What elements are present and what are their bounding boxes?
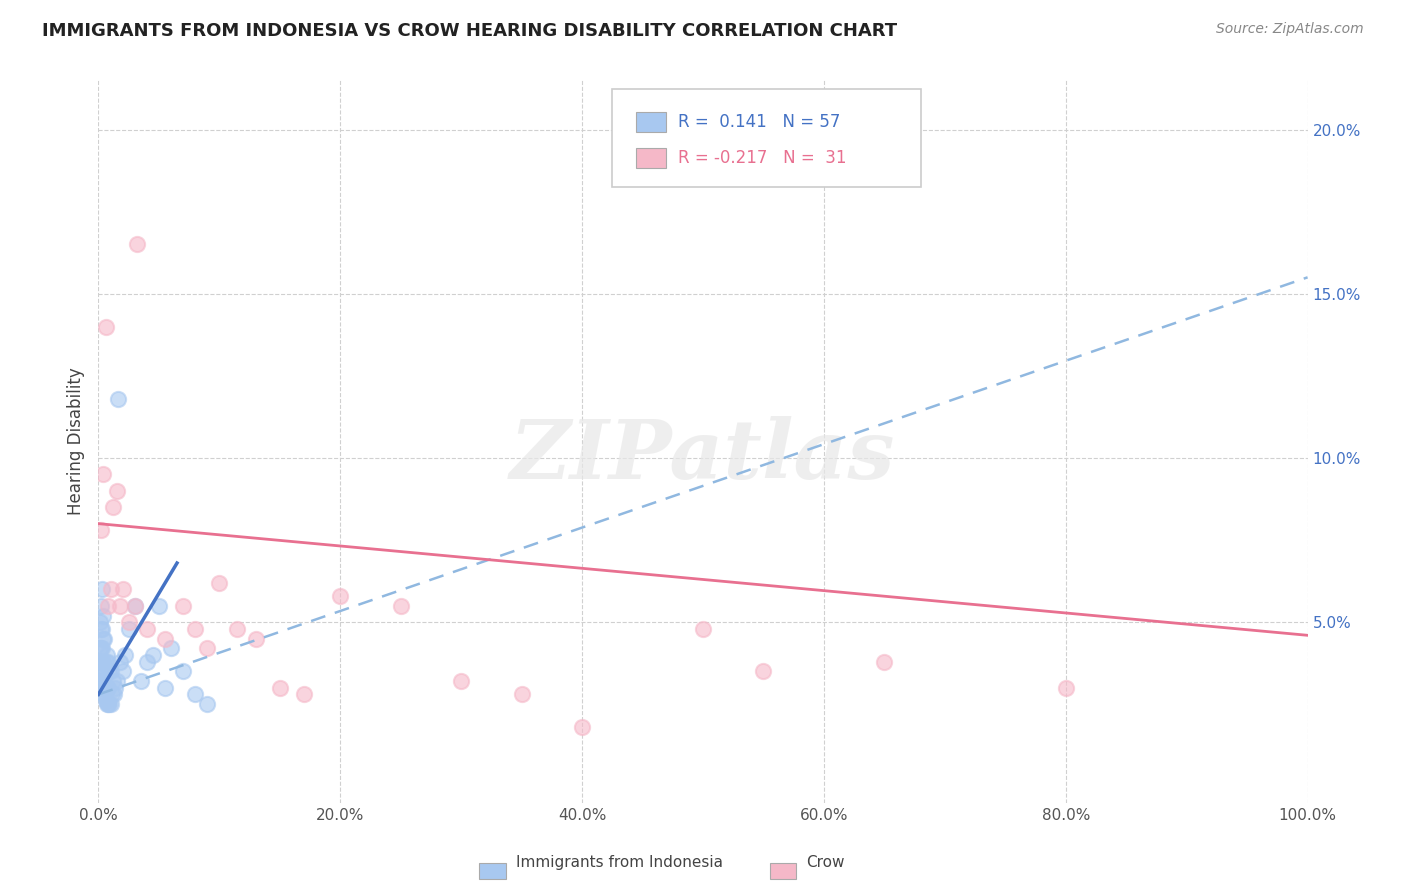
Point: [184, 687, 207, 701]
Point: [118, 622, 141, 636]
Point: [105, 674, 128, 689]
Point: [100, 698, 122, 712]
Point: [118, 615, 141, 630]
Point: [91, 467, 114, 482]
Point: [90, 655, 112, 669]
Point: [90, 641, 112, 656]
Point: [129, 674, 152, 689]
Point: [97, 599, 120, 613]
Point: [91, 622, 114, 636]
Text: ZIPatlas: ZIPatlas: [510, 416, 896, 496]
Point: [245, 632, 267, 646]
Point: [172, 665, 194, 679]
Point: [91, 608, 114, 623]
Point: [97, 681, 120, 695]
Point: [101, 500, 124, 515]
Point: [90, 599, 112, 613]
Point: [100, 687, 122, 701]
Point: [100, 665, 122, 679]
Point: [96, 698, 118, 712]
Point: [135, 622, 157, 636]
Text: Source: ZipAtlas.com: Source: ZipAtlas.com: [1216, 22, 1364, 37]
Point: [111, 582, 134, 597]
Point: [114, 648, 136, 662]
Point: [89, 665, 111, 679]
Point: [91, 582, 114, 597]
Point: [89, 641, 111, 656]
Point: [93, 687, 115, 701]
Point: [108, 655, 131, 669]
Point: [184, 622, 207, 636]
Point: [91, 671, 114, 685]
Point: [90, 674, 112, 689]
Y-axis label: Hearing Disability: Hearing Disability: [66, 368, 84, 516]
Point: [195, 641, 218, 656]
Point: [124, 599, 146, 613]
Point: [93, 674, 115, 689]
Point: [103, 687, 125, 701]
Text: Crow: Crow: [806, 855, 844, 871]
Point: [91, 687, 114, 701]
Point: [91, 632, 114, 646]
Point: [329, 589, 352, 603]
Point: [389, 599, 412, 613]
Point: [100, 582, 122, 597]
Point: [153, 632, 176, 646]
Point: [148, 599, 170, 613]
Point: [269, 681, 291, 695]
Point: [124, 599, 146, 613]
Point: [153, 681, 176, 695]
Point: [93, 632, 115, 646]
Point: [96, 681, 118, 695]
Point: [91, 681, 114, 695]
Text: R =  0.141   N = 57: R = 0.141 N = 57: [678, 113, 839, 131]
Point: [91, 641, 114, 656]
Point: [97, 698, 120, 712]
Point: [94, 319, 117, 334]
Point: [101, 674, 124, 689]
Point: [195, 698, 218, 712]
Point: [98, 665, 121, 679]
Point: [89, 655, 111, 669]
Point: [208, 575, 231, 590]
Point: [135, 655, 157, 669]
Point: [752, 665, 775, 679]
Text: IMMIGRANTS FROM INDONESIA VS CROW HEARING DISABILITY CORRELATION CHART: IMMIGRANTS FROM INDONESIA VS CROW HEARIN…: [42, 22, 897, 40]
Point: [91, 674, 114, 689]
Point: [172, 599, 194, 613]
Point: [226, 622, 249, 636]
Point: [292, 687, 315, 701]
Point: [90, 523, 112, 537]
Text: R = -0.217   N =  31: R = -0.217 N = 31: [678, 149, 846, 167]
Point: [105, 483, 128, 498]
Point: [873, 655, 896, 669]
Bar: [479, 863, 506, 879]
Point: [1054, 681, 1077, 695]
Bar: [769, 863, 796, 879]
Point: [96, 648, 118, 662]
Point: [94, 655, 117, 669]
Point: [160, 641, 183, 656]
Point: [91, 655, 114, 669]
Point: [111, 665, 134, 679]
Point: [571, 720, 593, 734]
Point: [107, 392, 129, 406]
Text: Immigrants from Indonesia: Immigrants from Indonesia: [516, 855, 723, 871]
Point: [142, 648, 165, 662]
Point: [93, 661, 115, 675]
Point: [89, 615, 111, 630]
Point: [90, 622, 112, 636]
Point: [510, 687, 533, 701]
Point: [104, 681, 127, 695]
Point: [94, 681, 117, 695]
Point: [94, 694, 117, 708]
Point: [127, 237, 149, 252]
Point: [692, 622, 714, 636]
Point: [450, 674, 472, 689]
Point: [98, 698, 121, 712]
Point: [97, 655, 120, 669]
Point: [108, 599, 131, 613]
Point: [91, 655, 114, 669]
